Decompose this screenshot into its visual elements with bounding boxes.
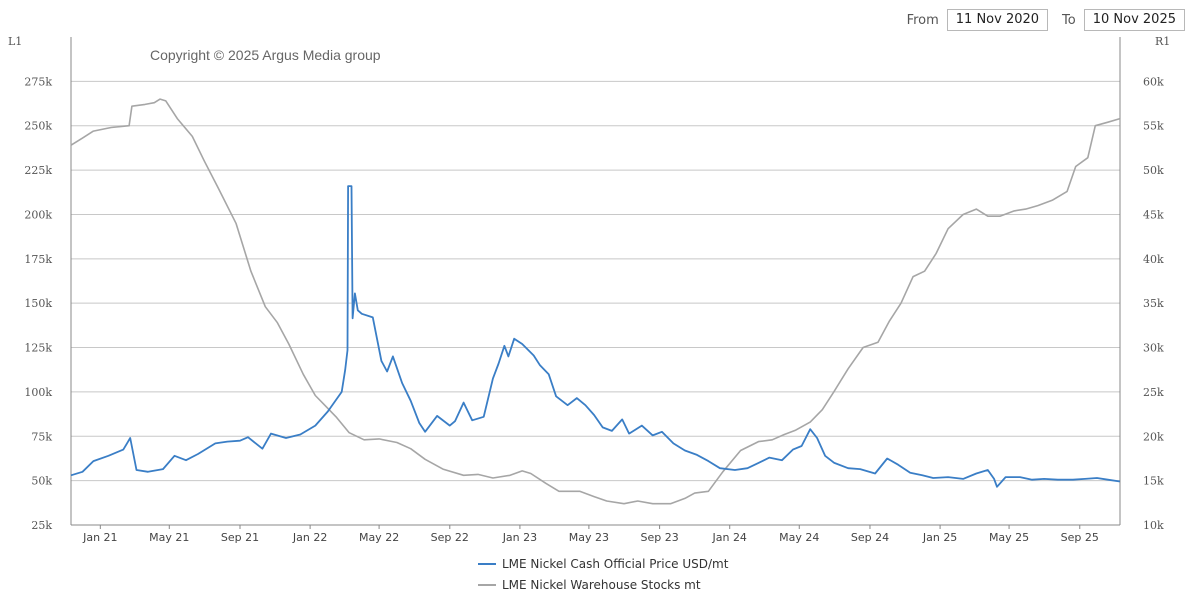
left-tick-label: 200k <box>24 208 52 221</box>
x-tick-label: Sep 22 <box>431 531 469 544</box>
x-tick-label: May 21 <box>149 531 189 544</box>
x-tick-label: May 25 <box>989 531 1029 544</box>
x-tick-label: Sep 24 <box>851 531 889 544</box>
right-tick-label: 40k <box>1143 253 1164 266</box>
x-tick-label: Jan 25 <box>922 531 957 544</box>
left-tick-label: 150k <box>24 297 52 310</box>
right-tick-label: 30k <box>1143 342 1164 355</box>
x-tick-label: May 22 <box>359 531 399 544</box>
x-tick-label: May 24 <box>779 531 819 544</box>
x-tick-label: Jan 21 <box>82 531 117 544</box>
left-tick-label: 275k <box>24 75 52 88</box>
right-tick-label: 15k <box>1143 475 1164 488</box>
right-axis-label: R1 <box>1155 35 1170 48</box>
x-tick-label: Sep 25 <box>1061 531 1099 544</box>
legend-label[interactable]: LME Nickel Cash Official Price USD/mt <box>502 557 729 571</box>
tick-labels: 25k 50k 75k 100k 125k 150k 175k 200k 225k 250k 275… <box>24 75 1164 544</box>
left-tick-label: 225k <box>24 164 52 177</box>
right-tick-label: 25k <box>1143 386 1164 399</box>
left-axis-label: L1 <box>8 35 22 48</box>
right-tick-label: 20k <box>1143 430 1164 443</box>
left-tick-label: 50k <box>31 475 52 488</box>
legend-label[interactable]: LME Nickel Warehouse Stocks mt <box>502 578 701 592</box>
right-tick-label: 60k <box>1143 75 1164 88</box>
x-tick-label: Sep 23 <box>640 531 678 544</box>
to-date-input[interactable]: 10 Nov 2025 <box>1083 9 1185 31</box>
right-tick-label: 50k <box>1143 164 1164 177</box>
left-tick-label: 100k <box>24 386 52 399</box>
left-tick-label: 175k <box>24 253 52 266</box>
copyright-text: Copyright © 2025 Argus Media group <box>150 47 381 63</box>
x-tick-label: May 23 <box>569 531 609 544</box>
date-range-bar: From 11 Nov 2020 To 10 Nov 2025 <box>893 9 1185 31</box>
to-label: To <box>1062 12 1076 28</box>
x-tick-label: Jan 24 <box>711 531 746 544</box>
left-tick-label: 125k <box>24 342 52 355</box>
x-tick-label: Jan 23 <box>502 531 537 544</box>
grid-lines <box>71 80 1120 482</box>
right-tick-label: 45k <box>1143 208 1164 221</box>
from-label: From <box>906 12 939 28</box>
right-tick-label: 35k <box>1143 297 1164 310</box>
from-date-input[interactable]: 11 Nov 2020 <box>946 9 1049 31</box>
left-tick-label: 75k <box>31 430 52 443</box>
series-lines <box>70 98 1121 505</box>
stocks-series-line <box>70 98 1121 505</box>
legend: LME Nickel Cash Official Price USD/mt LME… <box>478 557 729 592</box>
left-tick-label: 250k <box>24 120 52 133</box>
x-tick-label: Sep 21 <box>221 531 259 544</box>
price-series-line <box>70 185 1121 488</box>
left-tick-label: 25k <box>31 519 52 532</box>
x-tick-label: Jan 22 <box>292 531 327 544</box>
axes: L1 R1 <box>8 35 1170 526</box>
right-tick-label: 55k <box>1143 120 1164 133</box>
right-tick-label: 10k <box>1143 519 1164 532</box>
